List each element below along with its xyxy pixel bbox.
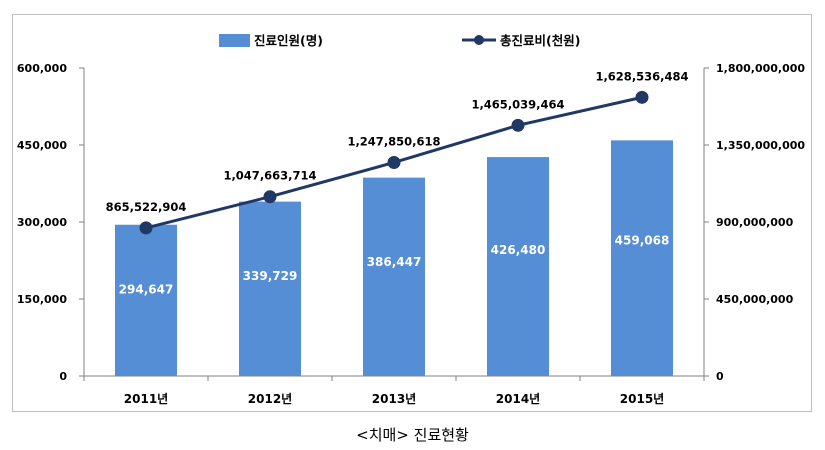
left-tick-label: 150,000	[17, 293, 67, 306]
line-point	[139, 221, 153, 235]
x-category-label: 2012년	[248, 392, 292, 406]
x-category-label: 2013년	[372, 392, 416, 406]
right-tick-label: 1,800,000,000	[716, 62, 805, 75]
bar	[487, 157, 549, 376]
bar	[239, 201, 301, 376]
bar-data-label: 426,480	[491, 243, 546, 257]
legend-bar-label: 진료인원(명)	[254, 33, 323, 48]
x-category-label: 2011년	[124, 392, 168, 406]
bar-data-label: 459,068	[615, 233, 670, 247]
line-data-label: 1,628,536,484	[595, 69, 688, 83]
line-point	[263, 190, 277, 204]
bar-data-label: 294,647	[119, 282, 174, 296]
bar-data-label: 386,447	[367, 255, 422, 269]
legend-line-marker	[474, 35, 484, 45]
right-tick-label: 0	[716, 370, 724, 383]
x-category-label: 2014년	[496, 392, 540, 406]
left-tick-label: 600,000	[17, 62, 67, 75]
x-category-label: 2015년	[620, 392, 664, 406]
line-point	[387, 155, 401, 169]
line-point	[511, 118, 525, 132]
line-data-label: 1,047,663,714	[223, 169, 316, 183]
line-data-label: 1,465,039,464	[471, 97, 564, 111]
legend-bar-swatch	[219, 34, 250, 47]
bar-data-label: 339,729	[243, 269, 298, 283]
legend-line-label: 총진료비(천원)	[500, 33, 580, 48]
line-data-label: 865,522,904	[106, 200, 187, 214]
left-tick-label: 450,000	[17, 139, 67, 152]
left-tick-label: 0	[59, 370, 67, 383]
bar	[611, 140, 673, 376]
bar	[363, 177, 425, 376]
bar	[115, 224, 177, 376]
left-tick-label: 300,000	[17, 216, 67, 229]
right-tick-label: 450,000,000	[716, 293, 794, 306]
chart-caption: <치매> 진료현황	[356, 426, 469, 444]
line-data-label: 1,247,850,618	[347, 134, 440, 148]
right-tick-label: 1,350,000,000	[716, 139, 805, 152]
line-point	[635, 90, 649, 104]
right-tick-label: 900,000,000	[716, 216, 794, 229]
